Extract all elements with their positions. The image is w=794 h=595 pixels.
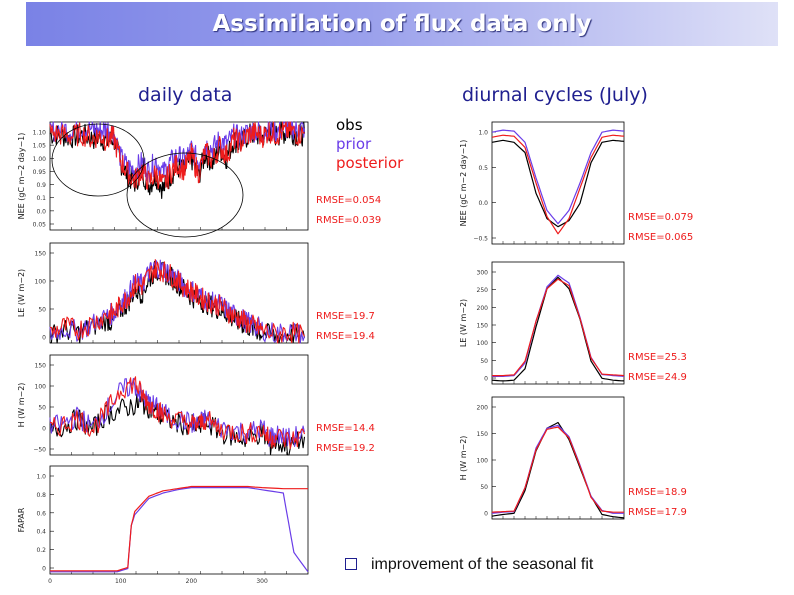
daily-fapar-ytick-label: 0.6: [36, 510, 46, 517]
daily-h-ylabel: H (W m−2): [17, 383, 26, 428]
title-bar: [26, 2, 778, 46]
diurnal-h-ytick-label: 200: [477, 405, 489, 412]
slide-title: Assimilation of flux data only: [212, 11, 592, 37]
daily-le-rmse-1: RMSE=19.4: [316, 331, 375, 342]
daily-le-rmse-0: RMSE=19.7: [316, 311, 375, 322]
daily-fapar-frame: [49, 465, 309, 575]
daily-le-series-posterior: [50, 259, 305, 344]
legend-item-prior: prior: [336, 135, 372, 153]
diurnal-le-ytick-label: 200: [477, 305, 489, 312]
daily-le-ylabel: LE (W m−2): [17, 269, 26, 317]
daily-le-ytick-label: 0: [42, 335, 46, 342]
daily-nee-ytick-label: 1.05: [33, 143, 47, 150]
diurnal-nee-ytick-label: 0.0: [478, 200, 488, 207]
diurnal-nee-ytick-label: −0.5: [473, 236, 488, 243]
legend: obs prior posterior: [336, 116, 403, 173]
diurnal-nee-series-prior: [491, 129, 625, 225]
daily-h-ytick-label: 100: [35, 384, 47, 391]
daily-le-ytick-label: 50: [38, 307, 46, 314]
daily-nee-ytick-label: 0.1: [36, 195, 46, 202]
daily-data-label: daily data: [138, 84, 233, 106]
diurnal-nee-ylabel: NEE (gC m−2 day−1): [459, 140, 468, 227]
daily-fapar-ytick-label: 1.0: [36, 474, 46, 481]
daily-nee-rmse-1: RMSE=0.039: [316, 215, 381, 226]
note: improvement of the seasonal fit: [345, 556, 593, 574]
daily-h-series-posterior: [50, 376, 306, 450]
daily-h-series-prior: [49, 377, 306, 447]
diurnal-h-ytick-label: 50: [480, 484, 488, 491]
diurnal-le-rmse-1: RMSE=24.9: [628, 372, 687, 383]
diurnal-le-ytick-label: 50: [480, 358, 488, 365]
daily-fapar-ytick-label: 0.2: [36, 547, 46, 554]
daily-fapar-xtick-label: 300: [256, 578, 268, 585]
daily-fapar-ytick-label: 0: [42, 566, 46, 573]
diurnal-h-series-prior: [491, 424, 624, 514]
diurnal-le-ytick-label: 0: [484, 376, 488, 383]
daily-nee-ylabel: NEE (gC m−2 day−1): [17, 133, 26, 220]
diurnal-le-frame: [491, 261, 625, 385]
diurnal-le-ytick-label: 150: [477, 323, 489, 330]
diurnal-h-ytick-label: 0: [484, 511, 488, 518]
diurnal-le-series-obs: [491, 276, 625, 382]
daily-h-rmse-1: RMSE=19.2: [316, 443, 375, 454]
daily-fapar-xtick-label: 0: [48, 578, 52, 585]
diurnal-le-ytick-label: 100: [477, 340, 489, 347]
daily-fapar-series-posterior: [50, 485, 308, 572]
highlight-ellipse-summer: [126, 152, 244, 238]
diurnal-nee-series-obs: [491, 139, 625, 228]
daily-fapar-xtick-label: 200: [186, 578, 198, 585]
diurnal-h-frame: [491, 396, 625, 520]
daily-nee-ytick-label: 0.9: [36, 182, 46, 189]
daily-fapar-series-prior: [50, 487, 309, 573]
diurnal-le-series-prior: [492, 274, 625, 377]
daily-nee-ytick-label: 0.0: [36, 208, 46, 215]
highlight-ellipse-winter: [51, 123, 145, 197]
diurnal-le-ytick-label: 250: [477, 287, 489, 294]
daily-h-series-obs: [49, 393, 306, 456]
daily-h-ytick-label: 150: [35, 363, 47, 370]
daily-fapar-xtick-label: 100: [115, 578, 127, 585]
daily-h-rmse-0: RMSE=14.4: [316, 423, 375, 434]
daily-nee-ytick-label: 1.10: [33, 130, 47, 137]
diurnal-le-ylabel: LE (W m−2): [459, 299, 468, 347]
diurnal-cycles-label: diurnal cycles (July): [462, 84, 648, 106]
daily-nee-ytick-label: 1.00: [33, 156, 47, 163]
daily-h-ytick-label: 0: [42, 426, 46, 433]
diurnal-h-series-posterior: [491, 426, 624, 513]
daily-nee-series-posterior: [49, 121, 305, 190]
diurnal-nee-ytick-label: 0.5: [478, 165, 488, 172]
diurnal-nee-ytick-label: 1.0: [478, 130, 488, 137]
legend-item-posterior: posterior: [336, 154, 404, 172]
daily-fapar-ytick-label: 0.8: [36, 492, 46, 499]
daily-le-ytick-label: 100: [35, 279, 47, 286]
daily-h-ytick-label: −50: [33, 447, 46, 454]
daily-h-ytick-label: 50: [38, 405, 46, 412]
daily-fapar-ytick-label: 0.4: [36, 529, 46, 536]
diurnal-nee-series-posterior: [491, 134, 625, 235]
diurnal-h-rmse-0: RMSE=18.9: [628, 487, 687, 498]
diurnal-h-series-obs: [491, 421, 625, 519]
diurnal-le-ytick-label: 300: [477, 270, 489, 277]
diurnal-le-series-posterior: [492, 278, 625, 377]
diurnal-h-ylabel: H (W m−2): [459, 436, 468, 481]
diurnal-h-rmse-1: RMSE=17.9: [628, 507, 687, 518]
note-text: improvement of the seasonal fit: [371, 556, 594, 573]
daily-le-ytick-label: 150: [35, 251, 47, 258]
daily-nee-ytick-label: 0.95: [33, 169, 47, 176]
diurnal-le-rmse-0: RMSE=25.3: [628, 352, 687, 363]
daily-le-series-prior: [49, 259, 306, 344]
diurnal-nee-frame: [491, 121, 625, 245]
daily-nee-ytick-label: 0.05: [33, 222, 47, 229]
diurnal-h-ytick-label: 100: [477, 458, 489, 465]
legend-item-obs: obs: [336, 116, 363, 134]
daily-nee-rmse-0: RMSE=0.054: [316, 195, 381, 206]
diurnal-nee-rmse-1: RMSE=0.065: [628, 232, 693, 243]
diurnal-nee-rmse-0: RMSE=0.079: [628, 212, 693, 223]
daily-fapar-ylabel: FAPAR: [17, 507, 26, 532]
diurnal-h-ytick-label: 150: [477, 431, 489, 438]
checkbox-bullet-icon: [345, 558, 357, 570]
